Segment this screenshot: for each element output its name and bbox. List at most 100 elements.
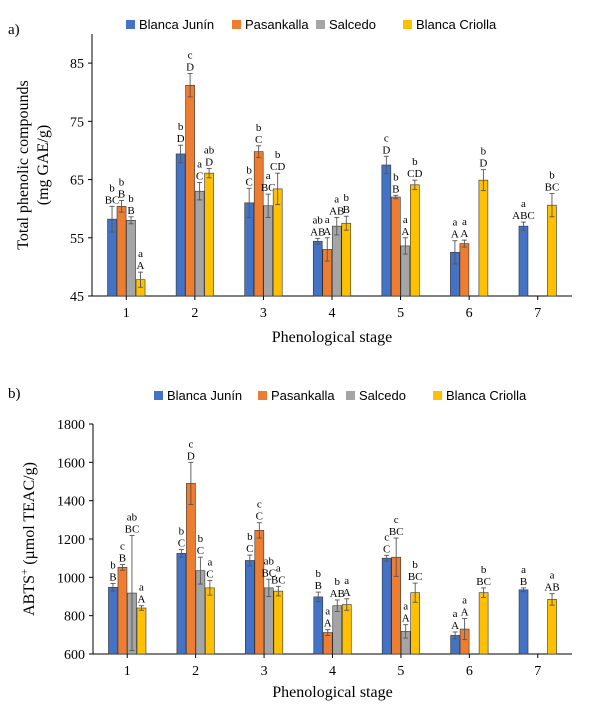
bar (313, 596, 324, 655)
y-tick-label: 1000 (57, 571, 85, 586)
bar (547, 599, 557, 655)
x-axis-title: Phenological stage (272, 684, 392, 701)
group-letter-lower: a (138, 248, 143, 260)
x-tick-label: 1 (124, 664, 131, 679)
group-letter-lower: a (334, 193, 339, 205)
bar (116, 206, 127, 297)
y-tick-label: 85 (70, 57, 84, 72)
bar (117, 567, 128, 655)
group-letter-lower: b (275, 149, 281, 161)
x-tick-label: 5 (397, 664, 404, 679)
group-letter-upper: BC (125, 524, 140, 536)
group-letter-upper: B (315, 580, 322, 592)
bar (332, 605, 343, 655)
group-letter-upper: BC (261, 182, 276, 194)
group-letter-upper: C (246, 543, 253, 555)
group-letter-upper: D (479, 158, 487, 170)
group-letter-upper: C (197, 545, 204, 557)
y-tick-label: 600 (64, 648, 85, 663)
bar (381, 557, 392, 655)
panel-label: b) (8, 386, 21, 402)
group-letter-lower: a (462, 216, 467, 228)
group-letter-upper: A (401, 226, 409, 238)
group-letter-lower: ab (313, 214, 324, 226)
bar (312, 240, 323, 297)
group-letter-lower: b (119, 177, 125, 189)
y-tick-label: 55 (70, 232, 84, 247)
group-letter-lower: c (120, 540, 125, 552)
group-letter-lower: ab (264, 555, 275, 567)
x-tick-label: 7 (534, 306, 541, 321)
y-tick-label: 1400 (57, 495, 85, 510)
bar (264, 587, 274, 655)
group-letter-upper: B (392, 183, 399, 195)
group-letter-lower: a (452, 217, 457, 229)
group-letter-upper: A (402, 613, 410, 625)
y-axis-title-unit: (mg GAE/g) (35, 125, 52, 205)
y-tick-label: 65 (70, 174, 84, 189)
legend-swatch (258, 391, 267, 400)
group-letter-lower: a (266, 170, 271, 182)
bar (331, 225, 342, 297)
bar (254, 530, 265, 655)
x-tick-label: 7 (534, 664, 541, 679)
group-letter-upper: ABC (512, 210, 535, 222)
bar (204, 172, 214, 297)
group-letter-lower: b (335, 576, 341, 588)
group-letter-lower: b (412, 156, 418, 168)
group-letter-lower: a (276, 562, 281, 574)
group-letter-lower: b (412, 559, 418, 571)
y-axis-title-unit: (µmol TEAC/g) (21, 462, 38, 569)
group-letter-upper: BC (271, 574, 286, 586)
group-letter-upper: B (520, 576, 527, 588)
group-letter-upper: BC (408, 571, 423, 583)
group-letter-lower: b (198, 533, 204, 545)
group-letter-lower: ab (127, 512, 138, 524)
legend-label: Blanca Criolla (416, 17, 497, 32)
group-letter-upper: A (323, 226, 331, 238)
legend-swatch (346, 391, 355, 400)
group-letter-lower: a (462, 595, 467, 607)
legend-swatch (433, 391, 442, 400)
x-tick-label: 2 (191, 306, 198, 321)
bar (108, 586, 118, 655)
x-tick-label: 2 (192, 664, 199, 679)
group-letter-lower: a (403, 214, 408, 226)
x-tick-label: 3 (261, 664, 268, 679)
y-tick-label: 1800 (57, 418, 85, 433)
group-letter-lower: b (110, 559, 116, 571)
bar (547, 204, 557, 297)
group-letter-lower: b (109, 182, 115, 194)
group-letter-upper: C (246, 176, 253, 188)
group-letter-upper: A (460, 228, 468, 240)
group-letter-lower: c (188, 50, 193, 62)
legend-label: Salcedo (359, 388, 406, 403)
group-letter-lower: b (481, 146, 487, 158)
group-letter-lower: b (256, 122, 262, 134)
group-letter-lower: b (393, 171, 399, 183)
bar (391, 196, 401, 297)
group-letter-upper: BC (105, 194, 120, 206)
group-letter-upper: D (187, 450, 195, 462)
group-letter-lower: c (257, 499, 262, 511)
bar (263, 205, 273, 297)
group-letter-lower: a (344, 575, 349, 587)
legend-label: Blanca Criolla (446, 388, 527, 403)
group-letter-upper: B (119, 552, 126, 564)
group-letter-upper: A (137, 594, 145, 606)
panel-label: a) (8, 22, 20, 38)
bar (518, 589, 529, 655)
y-tick-label: 45 (70, 290, 84, 305)
group-letter-upper: C (256, 511, 263, 523)
legend-swatch (126, 20, 135, 29)
group-letter-upper: A (461, 607, 469, 619)
bar (459, 243, 470, 297)
group-letter-upper: D (205, 156, 213, 168)
group-letter-lower: c (188, 438, 193, 450)
group-letter-upper: B (127, 205, 134, 217)
x-axis-title: Phenological stage (272, 329, 392, 346)
group-letter-upper: AB (310, 226, 325, 238)
group-letter-upper: AB (544, 582, 559, 594)
x-tick-label: 6 (466, 664, 473, 679)
